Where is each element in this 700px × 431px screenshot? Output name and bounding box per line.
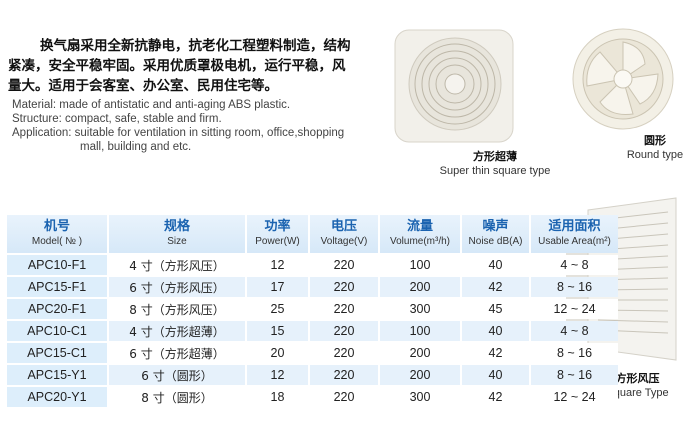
table-cell: 40 xyxy=(462,365,529,385)
column-header: 功率 Power(W) xyxy=(247,215,308,253)
intro-chinese: 换气扇采用全新抗静电，抗老化工程塑料制造，结构 紧凑，安全平稳牢固。采用优质罩极… xyxy=(8,38,351,94)
table-cell: 4 ~ 8 xyxy=(531,255,618,275)
caption-super-thin-square: 方形超薄 Super thin square type xyxy=(439,150,551,177)
header-en: Noise dB(A) xyxy=(468,236,523,247)
table-cell: 4 寸（方形风压） xyxy=(109,255,245,275)
table-cell: 220 xyxy=(310,365,378,385)
table-cell: APC15-C1 xyxy=(7,343,107,363)
caption-round: 圆形 Round type xyxy=(626,134,684,161)
column-header: 噪声 Noise dB(A) xyxy=(462,215,529,253)
table-cell: 45 xyxy=(462,299,529,319)
table-cell: 12 xyxy=(247,255,308,275)
table-cell: 100 xyxy=(380,255,460,275)
table-cell: 42 xyxy=(462,277,529,297)
table-cell: APC15-Y1 xyxy=(7,365,107,385)
caption-square-type: 方形风压 Square Type xyxy=(606,372,669,399)
table-cell: 4 寸（方形超薄） xyxy=(109,321,245,341)
table-cell: 200 xyxy=(380,365,460,385)
table-cell: 42 xyxy=(462,387,529,407)
table-cell: 15 xyxy=(247,321,308,341)
column-header: 规格 Size xyxy=(109,215,245,253)
table-row: APC20-Y1 8 寸（圆形） 18 220 300 42 12 ~ 24 xyxy=(7,387,618,407)
round-fan-image xyxy=(572,28,674,130)
header-en: Volume(m³/h) xyxy=(389,236,450,247)
table-cell: 300 xyxy=(380,387,460,407)
table-cell: 220 xyxy=(310,321,378,341)
table-cell: 42 xyxy=(462,343,529,363)
column-header: 流量 Volume(m³/h) xyxy=(380,215,460,253)
table-cell: 25 xyxy=(247,299,308,319)
table-row: APC15-F1 6 寸（方形风压） 17 220 200 42 8 ~ 16 xyxy=(7,277,618,297)
table-cell: APC20-F1 xyxy=(7,299,107,319)
table-cell: 220 xyxy=(310,277,378,297)
table-cell: APC10-F1 xyxy=(7,255,107,275)
table-cell: 200 xyxy=(380,277,460,297)
header-cn: 电压 xyxy=(330,219,357,234)
table-cell: 8 ~ 16 xyxy=(531,343,618,363)
table-cell: 17 xyxy=(247,277,308,297)
super-thin-square-fan-image xyxy=(394,29,514,143)
table-cell: 20 xyxy=(247,343,308,363)
table-cell: 300 xyxy=(380,299,460,319)
table-cell: 6 寸（方形风压） xyxy=(109,277,245,297)
table-cell: 4 ~ 8 xyxy=(531,321,618,341)
table-cell: 8 寸（圆形） xyxy=(109,387,245,407)
table-cell: 200 xyxy=(380,343,460,363)
header-en: Model( № ) xyxy=(31,236,83,247)
header-cn: 规格 xyxy=(163,219,190,234)
header-cn: 机号 xyxy=(43,219,70,234)
spec-table: 机号 Model( № ) 规格 Size 功率 Power(W) 电压 Voltage(V)… xyxy=(5,213,620,409)
header-en: Usable Area(m²) xyxy=(538,236,611,247)
header-cn: 适用面积 xyxy=(548,219,601,234)
column-header: 机号 Model( № ) xyxy=(7,215,107,253)
table-cell: APC20-Y1 xyxy=(7,387,107,407)
table-cell: 12 ~ 24 xyxy=(531,299,618,319)
column-header: 适用面积 Usable Area(m²) xyxy=(531,215,618,253)
table-row: APC15-Y1 6 寸（圆形） 12 220 200 40 8 ~ 16 xyxy=(7,365,618,385)
header-cn: 功率 xyxy=(264,219,291,234)
table-cell: 220 xyxy=(310,343,378,363)
header-en: Voltage(V) xyxy=(320,236,368,247)
header-en: Power(W) xyxy=(255,236,300,247)
table-cell: 6 寸（圆形） xyxy=(109,365,245,385)
table-cell: 12 ~ 24 xyxy=(531,387,618,407)
table-cell: 8 ~ 16 xyxy=(531,277,618,297)
table-cell: 220 xyxy=(310,387,378,407)
table-row: APC15-C1 6 寸（方形超薄） 20 220 200 42 8 ~ 16 xyxy=(7,343,618,363)
column-header: 电压 Voltage(V) xyxy=(310,215,378,253)
header-cn: 噪声 xyxy=(482,219,509,234)
header-cn: 流量 xyxy=(406,219,433,234)
table-row: APC20-F1 8 寸（方形风压） 25 220 300 45 12 ~ 24 xyxy=(7,299,618,319)
table-cell: 100 xyxy=(380,321,460,341)
intro-english: Material: made of antistatic and anti-ag… xyxy=(12,99,345,153)
table-cell: APC15-F1 xyxy=(7,277,107,297)
table-cell: APC10-C1 xyxy=(7,321,107,341)
table-cell: 220 xyxy=(310,299,378,319)
table-cell: 6 寸（方形超薄） xyxy=(109,343,245,363)
table-cell: 220 xyxy=(310,255,378,275)
header-en: Size xyxy=(167,236,187,247)
table-cell: 12 xyxy=(247,365,308,385)
table-cell: 8 寸（方形风压） xyxy=(109,299,245,319)
table-cell: 40 xyxy=(462,321,529,341)
table-row: APC10-C1 4 寸（方形超薄） 15 220 100 40 4 ~ 8 xyxy=(7,321,618,341)
table-cell: 8 ~ 16 xyxy=(531,365,618,385)
table-cell: 18 xyxy=(247,387,308,407)
table-cell: 40 xyxy=(462,255,529,275)
table-row: APC10-F1 4 寸（方形风压） 12 220 100 40 4 ~ 8 xyxy=(7,255,618,275)
